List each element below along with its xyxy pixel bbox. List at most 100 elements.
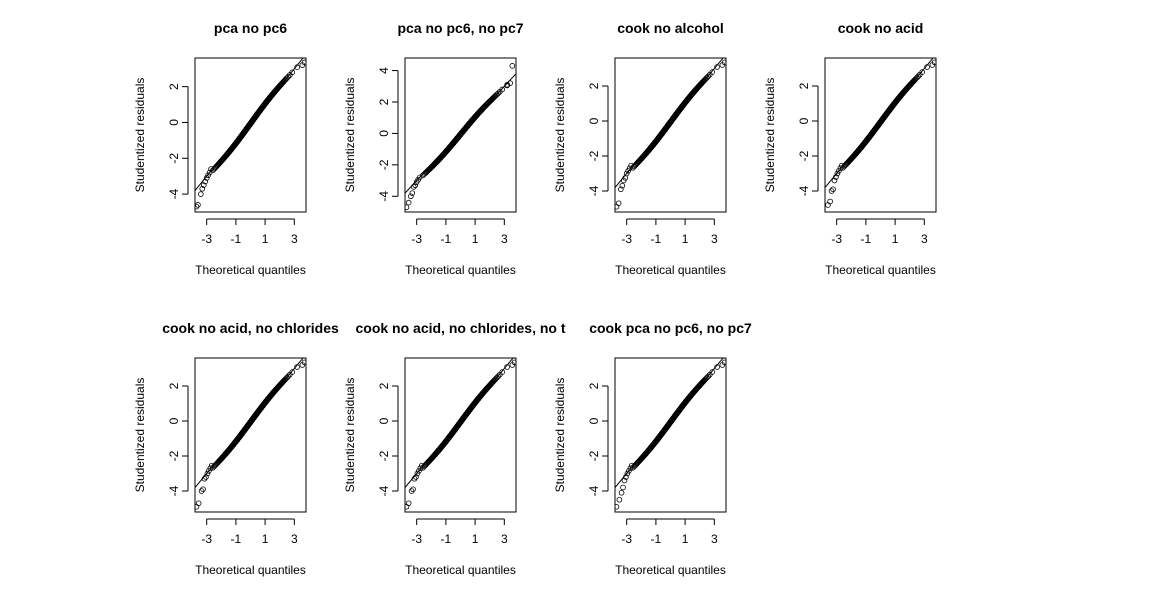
y-axis-title: Studentized residuals bbox=[763, 78, 777, 193]
qq-point bbox=[828, 188, 835, 194]
qq-point bbox=[504, 364, 510, 370]
plot-frame bbox=[614, 357, 727, 513]
data-region bbox=[405, 358, 516, 510]
qq-point bbox=[492, 93, 498, 100]
qq-point bbox=[411, 475, 418, 482]
y-tick-label: -4 bbox=[587, 185, 601, 196]
y-tick-label: -4 bbox=[377, 485, 391, 496]
qq-point bbox=[494, 91, 500, 98]
x-tick-label: 3 bbox=[291, 232, 298, 246]
x-axis-title: Theoretical quantiles bbox=[405, 263, 516, 277]
y-tick-label: 0 bbox=[377, 417, 391, 424]
qq-point bbox=[198, 488, 205, 494]
qq-point bbox=[195, 202, 201, 208]
y-tick-label: 0 bbox=[377, 130, 391, 137]
x-tick-label: 1 bbox=[262, 532, 269, 546]
qq-point bbox=[618, 186, 624, 193]
qq-point bbox=[405, 199, 412, 206]
qq-point bbox=[405, 204, 410, 211]
chart-title: pca no pc6, no pc7 bbox=[397, 20, 523, 36]
x-axis-title: Theoretical quantiles bbox=[405, 563, 516, 577]
x-tick-label: -3 bbox=[201, 532, 212, 546]
qq-point bbox=[499, 86, 506, 93]
y-tick-label: 0 bbox=[797, 117, 811, 124]
qq-point bbox=[619, 182, 626, 189]
x-tick-label: 3 bbox=[711, 532, 718, 546]
qq-point bbox=[709, 69, 716, 75]
qq-point bbox=[413, 474, 419, 480]
y-tick-label: -4 bbox=[167, 188, 181, 199]
qq-point bbox=[289, 69, 296, 76]
qq-point bbox=[289, 369, 296, 375]
qq-point bbox=[833, 174, 839, 180]
qq-point bbox=[199, 185, 206, 192]
qq-point bbox=[831, 177, 838, 184]
qq-point bbox=[495, 90, 501, 97]
chart-title: pca no pc6 bbox=[214, 20, 287, 36]
qq-point bbox=[914, 74, 920, 81]
x-tick-label: 1 bbox=[892, 232, 899, 246]
x-tick-label: 1 bbox=[262, 232, 269, 246]
qq-point bbox=[827, 198, 833, 205]
qq-point bbox=[284, 75, 290, 81]
y-axis-title: Studentized residuals bbox=[343, 378, 357, 493]
y-tick-label: -4 bbox=[377, 191, 391, 202]
qq-point bbox=[202, 178, 209, 185]
qq-point bbox=[294, 364, 300, 370]
data-region bbox=[615, 58, 726, 210]
y-tick-label: -2 bbox=[797, 150, 811, 161]
plot-frame bbox=[194, 357, 307, 513]
y-axis-title: Studentized residuals bbox=[553, 78, 567, 193]
qq-point bbox=[408, 193, 414, 200]
y-tick-label: -2 bbox=[377, 450, 391, 461]
y-tick-label: -2 bbox=[377, 159, 391, 170]
y-tick-label: -4 bbox=[167, 485, 181, 496]
chart-title: cook no acid, no chlorides, no t bbox=[355, 320, 565, 336]
x-tick-label: -3 bbox=[621, 532, 632, 546]
qq-point bbox=[285, 73, 291, 80]
qq-point bbox=[285, 373, 291, 380]
chart-title: cook no acid, no chlorides bbox=[162, 320, 339, 336]
x-tick-label: -3 bbox=[411, 532, 422, 546]
qq-panel: cook no acid, no chlorides, no t-3 -1 1 3-4… bbox=[343, 320, 566, 577]
x-axis-title: Theoretical quantiles bbox=[825, 263, 936, 277]
x-tick-label: -1 bbox=[861, 232, 872, 246]
data-region bbox=[195, 358, 306, 510]
x-axis-title: Theoretical quantiles bbox=[615, 563, 726, 577]
qq-point bbox=[495, 373, 501, 380]
qq-point bbox=[418, 462, 425, 469]
qq-point bbox=[416, 174, 423, 181]
x-tick-label: -1 bbox=[231, 532, 242, 546]
qq-point bbox=[507, 80, 513, 86]
qq-point bbox=[203, 175, 210, 181]
qq-point bbox=[931, 59, 936, 66]
y-tick-label: 2 bbox=[587, 82, 601, 89]
qq-point bbox=[410, 486, 416, 493]
qq-point bbox=[838, 162, 845, 169]
y-axis-title: Studentized residuals bbox=[133, 378, 147, 493]
y-axis-title: Studentized residuals bbox=[133, 78, 147, 193]
qq-point bbox=[704, 74, 710, 81]
qq-point bbox=[494, 374, 500, 381]
plot-frame bbox=[404, 357, 517, 513]
data-region bbox=[405, 63, 516, 211]
qq-point bbox=[714, 64, 720, 70]
qq-point bbox=[705, 73, 711, 80]
y-tick-label: 2 bbox=[797, 82, 811, 89]
qq-point bbox=[830, 186, 836, 193]
chart-title: cook pca no pc6, no pc7 bbox=[589, 320, 752, 336]
x-tick-label: 3 bbox=[501, 532, 508, 546]
data-region bbox=[615, 358, 726, 510]
y-axis-title: Studentized residuals bbox=[553, 378, 567, 493]
chart-title: cook no alcohol bbox=[617, 20, 724, 36]
qq-point bbox=[410, 184, 417, 190]
x-tick-label: -3 bbox=[411, 232, 422, 246]
qq-panel: cook no acid, no chlorides-3 -1 1 3-4-202Th… bbox=[133, 320, 339, 577]
qq-point bbox=[409, 190, 416, 196]
y-tick-label: 0 bbox=[587, 417, 601, 424]
qq-point bbox=[195, 203, 200, 210]
